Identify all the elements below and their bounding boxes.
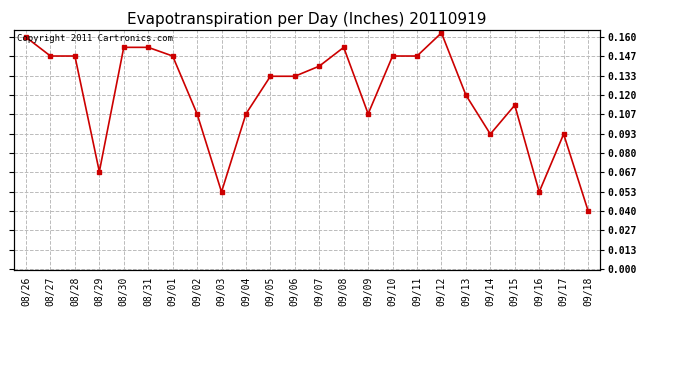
Text: Copyright 2011 Cartronics.com: Copyright 2011 Cartronics.com <box>17 34 172 43</box>
Title: Evapotranspiration per Day (Inches) 20110919: Evapotranspiration per Day (Inches) 2011… <box>127 12 487 27</box>
